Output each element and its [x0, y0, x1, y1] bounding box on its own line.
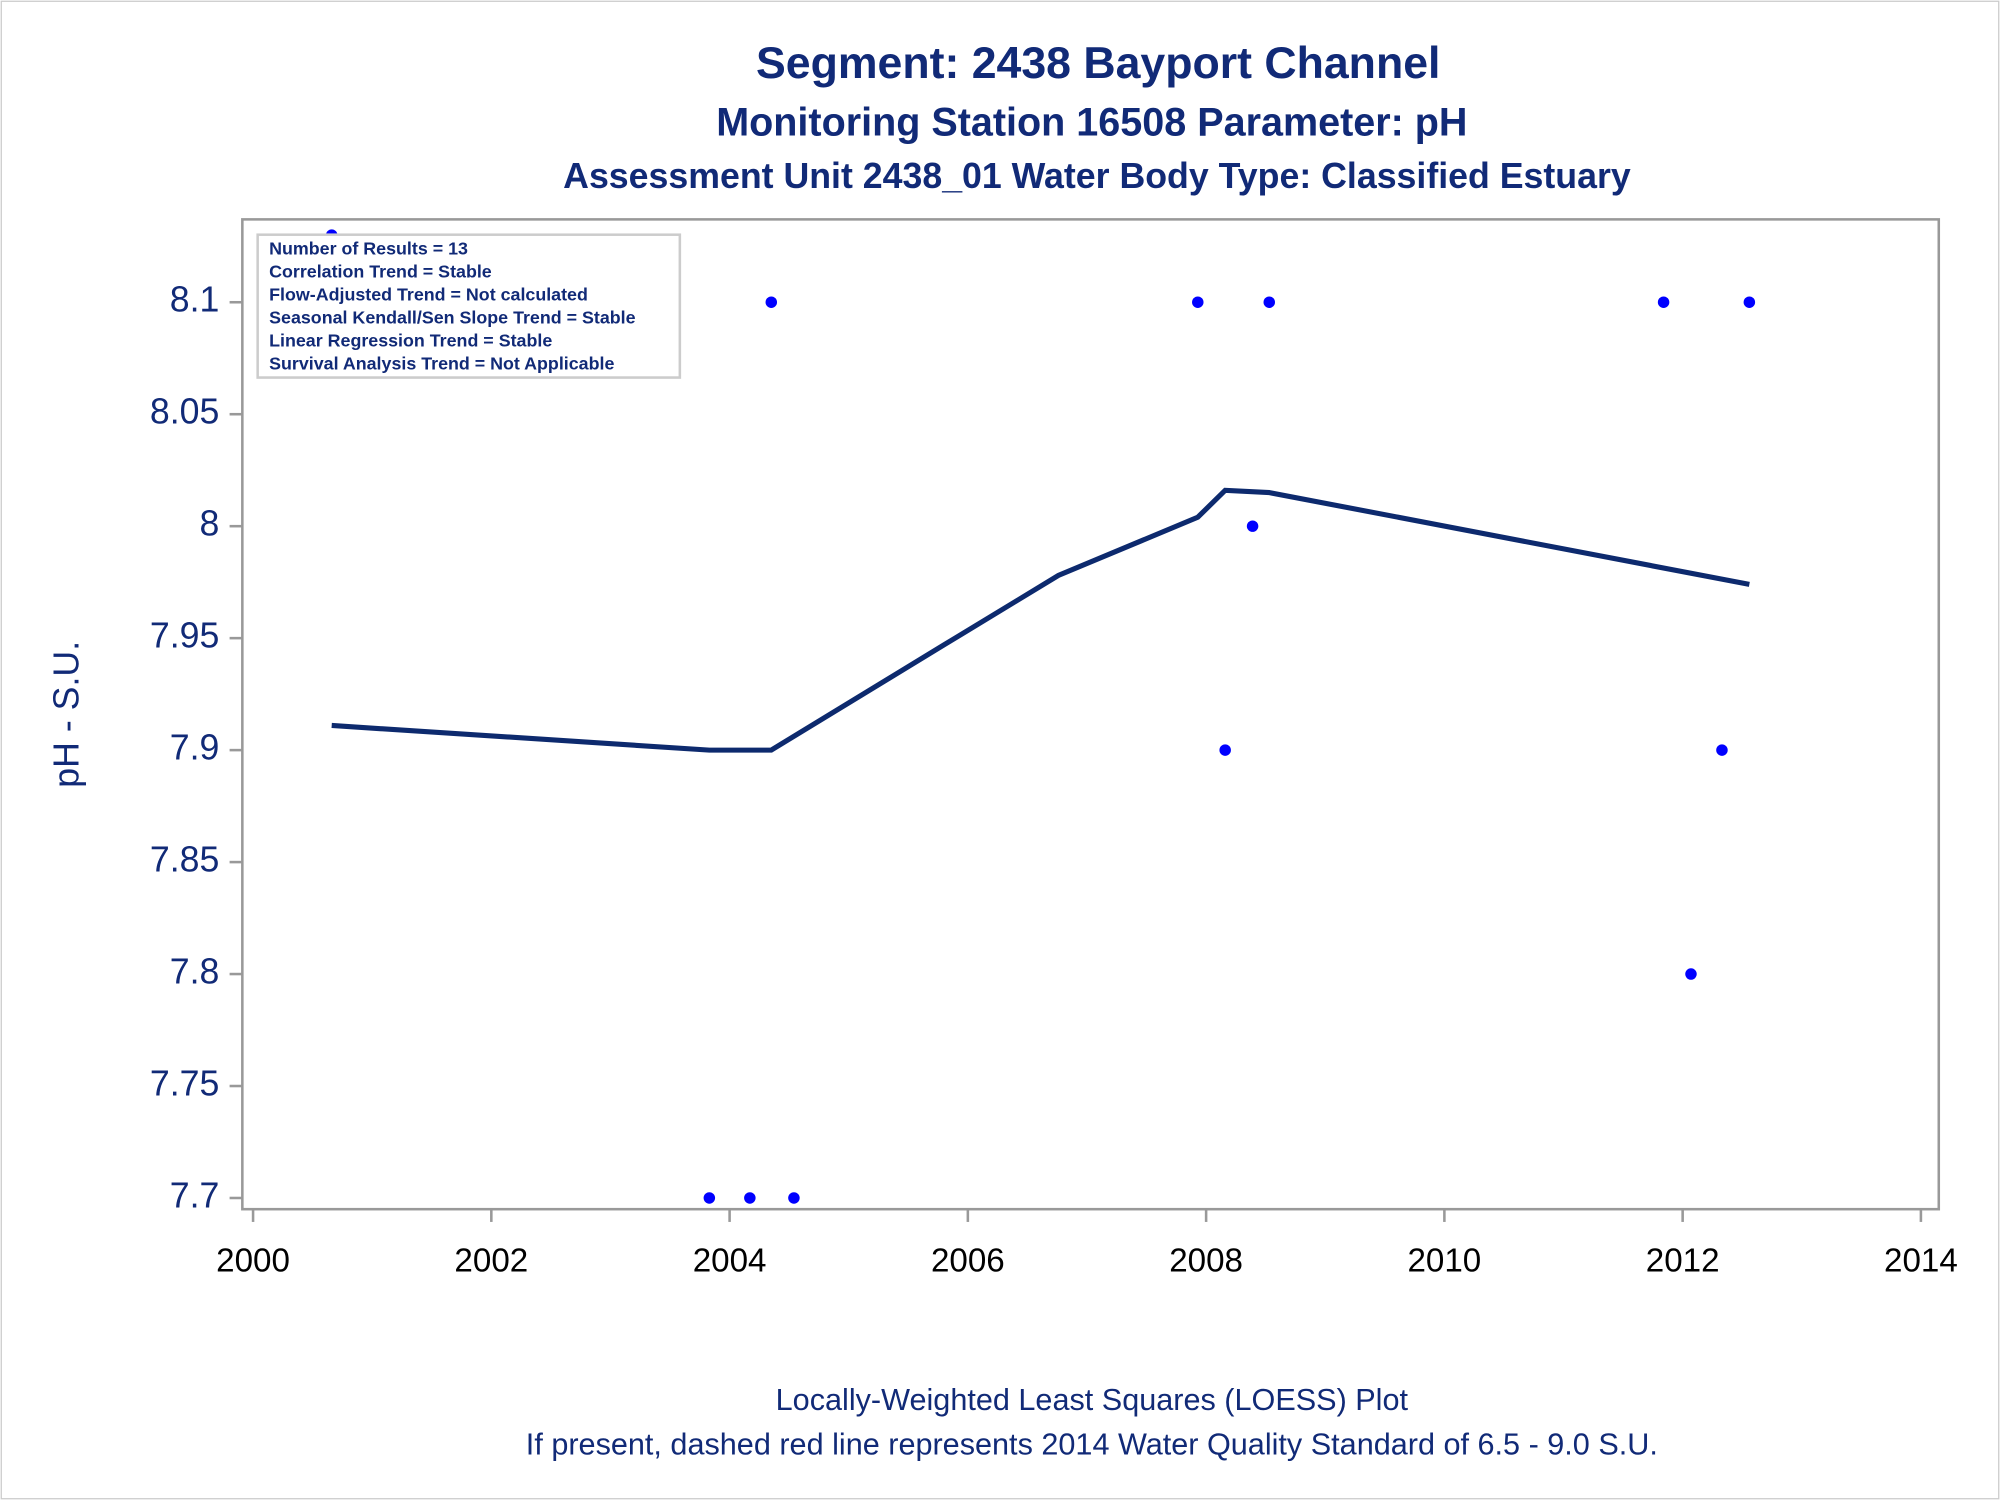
y-tick-label: 8 — [200, 504, 220, 544]
stats-box — [256, 233, 682, 379]
x-tick-label: 2002 — [454, 1243, 528, 1280]
stats-line: Survival Analysis Trend = Not Applicable — [269, 354, 614, 374]
y-tick-label: 7.7 — [170, 1175, 220, 1215]
stats-line: Flow-Adjusted Trend = Not calculated — [269, 285, 588, 305]
stats-line: Seasonal Kendall/Sen Slope Trend = Stabl… — [269, 308, 635, 328]
chart-title: Segment: 2438 Bayport Channel — [756, 39, 1440, 88]
y-tick-label: 7.75 — [150, 1063, 220, 1103]
x-tick-label: 2010 — [1407, 1243, 1481, 1280]
data-point — [1716, 744, 1728, 756]
data-point — [1192, 296, 1204, 308]
data-point — [1246, 520, 1259, 532]
y-tick-label: 7.85 — [150, 840, 220, 880]
x-tick-label: 2006 — [931, 1243, 1005, 1280]
stats-line: Number of Results = 13 — [269, 239, 468, 259]
chart-subtitle: Monitoring Station 16508 Parameter: pH — [716, 100, 1467, 144]
x-tick-label: 2014 — [1884, 1243, 1958, 1280]
data-point — [1263, 296, 1275, 308]
data-point — [1685, 968, 1697, 980]
chart-subtitle: Assessment Unit 2438_01 Water Body Type:… — [563, 156, 1631, 196]
stats-line: Linear Regression Trend = Stable — [269, 331, 552, 351]
stats-line: Correlation Trend = Stable — [269, 262, 492, 282]
data-point — [765, 296, 778, 308]
data-point — [1743, 296, 1756, 308]
loess-line — [331, 487, 1750, 753]
x-tick-label: 2004 — [693, 1243, 767, 1280]
x-tick-label: 2008 — [1169, 1243, 1243, 1280]
data-point — [1219, 744, 1231, 756]
footnote: Locally-Weighted Least Squares (LOESS) P… — [776, 1383, 1409, 1417]
data-point — [1657, 296, 1670, 308]
plot-frame — [241, 218, 1941, 1211]
y-tick-label: 7.9 — [170, 728, 220, 768]
y-axis-label: pH - S.U. — [46, 641, 86, 788]
y-tick-label: 8.05 — [150, 392, 220, 432]
data-point — [703, 1192, 716, 1204]
y-tick-label: 7.8 — [170, 951, 220, 991]
x-tick-label: 2000 — [216, 1243, 290, 1280]
data-point — [788, 1192, 800, 1204]
y-tick-label: 8.1 — [170, 280, 220, 320]
x-tick-label: 2012 — [1646, 1243, 1720, 1280]
footnote: If present, dashed red line represents 2… — [526, 1428, 1658, 1462]
y-tick-label: 7.95 — [150, 616, 220, 656]
data-point — [744, 1192, 756, 1204]
